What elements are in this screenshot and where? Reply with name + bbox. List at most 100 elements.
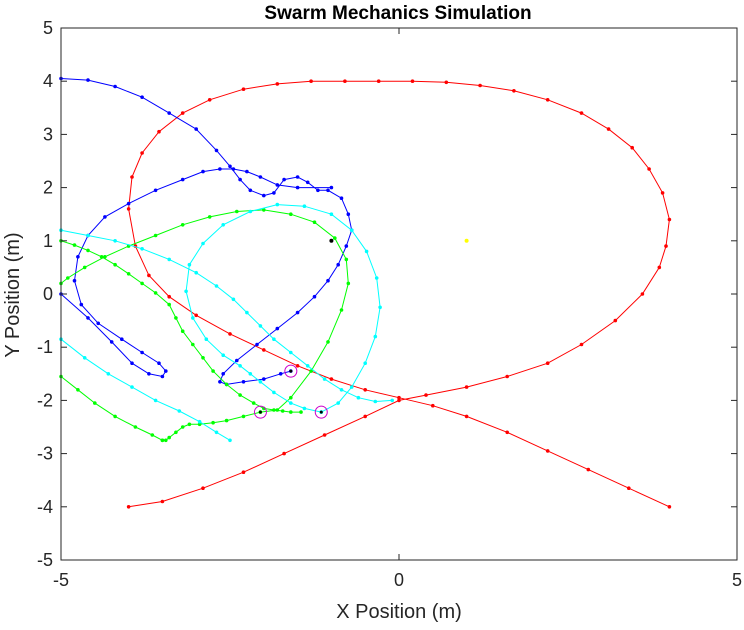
data-point: [214, 430, 219, 435]
data-point: [397, 398, 401, 403]
data-point: [153, 291, 158, 295]
data-point: [248, 372, 253, 376]
data-point: [180, 111, 185, 115]
data-point: [346, 281, 351, 286]
data-point: [187, 422, 192, 427]
data-point: [221, 353, 225, 358]
data-point: [167, 111, 171, 115]
data-point: [140, 350, 144, 355]
data-point: [228, 164, 232, 169]
data-point: [241, 380, 246, 384]
y-tick-label: 4: [43, 71, 53, 91]
data-point: [194, 270, 198, 275]
data-point: [305, 364, 310, 368]
point-marker: [464, 238, 469, 243]
data-point: [512, 89, 516, 93]
data-point: [333, 236, 337, 240]
data-point: [344, 244, 349, 248]
data-point: [72, 278, 77, 283]
data-point: [66, 276, 70, 280]
data-point: [86, 78, 90, 82]
data-point: [160, 499, 165, 504]
data-point: [299, 410, 303, 414]
data-point: [153, 398, 158, 403]
data-point: [667, 505, 672, 509]
data-point: [282, 177, 286, 182]
highlight-center-dot: [289, 369, 293, 373]
data-point: [545, 361, 550, 366]
data-point: [214, 148, 219, 153]
data-point: [238, 177, 242, 182]
data-point: [86, 316, 90, 320]
data-point: [235, 209, 239, 214]
data-point: [221, 223, 225, 227]
data-point: [606, 127, 611, 131]
series-6: [59, 208, 351, 414]
data-point: [76, 254, 80, 259]
data-point: [295, 185, 300, 190]
data-point: [302, 204, 307, 208]
data-point: [464, 385, 469, 389]
data-point: [241, 414, 246, 419]
data-point: [82, 356, 87, 360]
data-point: [272, 390, 276, 395]
y-tick-label: 1: [43, 231, 53, 251]
y-tick-label: -1: [37, 337, 53, 357]
data-point: [241, 470, 246, 475]
data-point: [363, 361, 368, 366]
data-point: [140, 247, 144, 251]
data-point: [180, 223, 185, 227]
data-point: [221, 372, 225, 376]
data-point: [280, 409, 285, 413]
data-point: [329, 185, 334, 190]
data-point: [197, 419, 202, 424]
data-point: [258, 175, 263, 179]
data-point: [214, 284, 219, 288]
data-point: [258, 324, 263, 328]
y-tick-label: -4: [37, 497, 53, 517]
y-tick-label: -5: [37, 550, 53, 570]
data-point: [238, 364, 242, 368]
data-point: [627, 486, 631, 491]
data-point: [282, 451, 286, 456]
data-point: [255, 342, 259, 347]
data-point: [103, 254, 107, 259]
data-point: [262, 377, 266, 381]
data-point: [343, 79, 347, 83]
data-point: [322, 433, 327, 437]
data-point: [180, 329, 185, 334]
data-point: [201, 169, 205, 174]
data-point: [373, 334, 378, 339]
data-point: [153, 233, 158, 238]
data-point: [363, 388, 368, 392]
data-point: [79, 302, 84, 307]
data-point: [204, 337, 209, 342]
data-point: [346, 212, 351, 216]
axis-ticks: -5 0 5 -5 -4 -3 -2 -1 0 1 2 3 4 5: [37, 18, 742, 590]
series-line: [60, 240, 301, 413]
series-5: [160, 410, 263, 443]
data-point: [113, 239, 117, 243]
data-point: [187, 262, 192, 267]
data-point: [224, 382, 229, 387]
data-point: [505, 430, 510, 435]
data-point: [647, 167, 651, 171]
data-point: [157, 361, 161, 366]
data-point: [174, 316, 178, 320]
data-point: [262, 348, 266, 352]
data-point: [235, 358, 239, 363]
data-point: [167, 302, 171, 307]
highlight-center-dot: [258, 410, 262, 414]
data-point: [201, 356, 205, 360]
data-point: [130, 385, 134, 389]
data-point: [113, 84, 117, 89]
data-point: [613, 318, 618, 323]
data-point: [322, 377, 327, 381]
data-point: [424, 393, 428, 397]
data-point: [93, 401, 97, 405]
data-point: [231, 167, 236, 171]
data-point: [245, 310, 249, 315]
data-point: [194, 127, 198, 131]
data-point: [218, 167, 222, 171]
